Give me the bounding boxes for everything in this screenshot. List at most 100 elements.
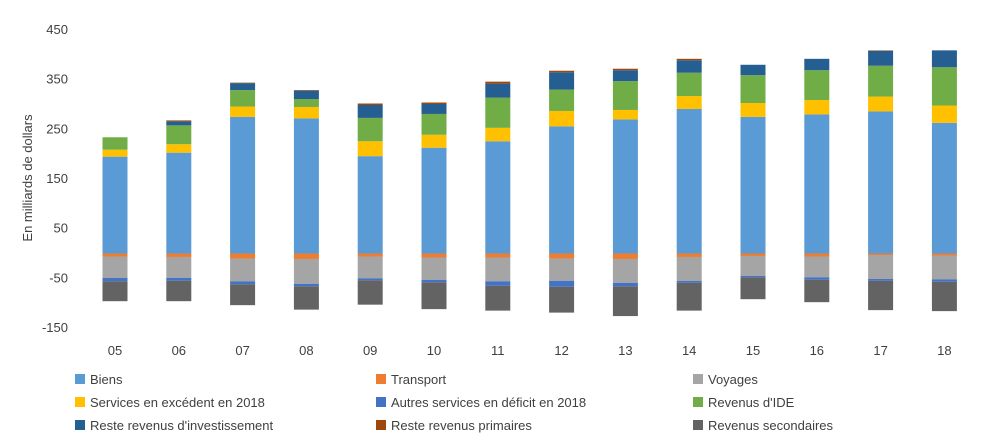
bar-voyages-13: [612, 258, 638, 283]
bar-services-en-excedent-en-2018-05: [102, 149, 128, 157]
bar-revenus-d-ide-17: [868, 65, 894, 97]
bar-voyages-10: [421, 257, 447, 280]
bar-revenus-secondaires-07: [230, 284, 256, 306]
bar-biens-14: [676, 108, 702, 254]
bar-transport-11: [485, 253, 511, 258]
bar-biens-17: [868, 111, 894, 254]
bar-autres-services-en-deficit-en-2018-05: [102, 277, 128, 282]
bar-biens-07: [230, 116, 256, 254]
bar-reste-revenus-d-investissement-08: [293, 90, 319, 100]
x-tick-label: 11: [491, 343, 505, 358]
legend-swatch-reste-revenus-primaires: [376, 420, 386, 430]
bar-reste-revenus-primaires-12: [549, 70, 575, 73]
bar-biens-12: [549, 126, 575, 254]
bar-services-en-excedent-en-2018-09: [357, 141, 383, 157]
bar-transport-09: [357, 253, 383, 257]
bar-revenus-secondaires-15: [740, 277, 766, 300]
bar-biens-10: [421, 147, 447, 254]
bar-revenus-d-ide-06: [166, 125, 192, 145]
bar-reste-revenus-primaires-17: [868, 50, 894, 51]
legend-swatch-reste-revenus-d-investissement: [75, 420, 85, 430]
legend-swatch-autres-services-en-deficit-en-2018: [376, 397, 386, 407]
bar-transport-06: [166, 253, 192, 257]
bar-voyages-14: [676, 256, 702, 281]
bar-revenus-secondaires-06: [166, 280, 192, 302]
legend-label-voyages: Voyages: [708, 372, 758, 387]
x-tick-label: 05: [108, 343, 122, 358]
bar-services-en-excedent-en-2018-10: [421, 134, 447, 148]
bar-reste-revenus-d-investissement-10: [421, 104, 447, 114]
bar-autres-services-en-deficit-en-2018-12: [549, 280, 575, 287]
bar-reste-revenus-primaires-13: [612, 68, 638, 71]
bar-reste-revenus-d-investissement-13: [612, 70, 638, 82]
bar-reste-revenus-d-investissement-15: [740, 64, 766, 76]
x-tick-label: 15: [746, 343, 760, 358]
bar-services-en-excedent-en-2018-12: [549, 110, 575, 127]
y-tick-label: 350: [46, 72, 68, 87]
bar-reste-revenus-d-investissement-16: [804, 58, 830, 71]
bar-autres-services-en-deficit-en-2018-10: [421, 279, 447, 283]
bar-reste-revenus-d-investissement-06: [166, 121, 192, 126]
bar-revenus-secondaires-11: [485, 285, 511, 311]
bar-autres-services-en-deficit-en-2018-09: [357, 278, 383, 281]
bar-revenus-d-ide-11: [485, 97, 511, 128]
bar-revenus-secondaires-12: [549, 286, 575, 313]
bar-autres-services-en-deficit-en-2018-15: [740, 275, 766, 278]
bar-revenus-d-ide-05: [102, 137, 128, 150]
legend-label-transport: Transport: [391, 372, 447, 387]
bar-revenus-d-ide-16: [804, 70, 830, 101]
bar-transport-07: [230, 253, 256, 259]
bar-revenus-secondaires-05: [102, 281, 128, 302]
x-tick-label: 07: [235, 343, 249, 358]
bar-revenus-secondaires-18: [931, 281, 957, 312]
bar-biens-08: [293, 118, 319, 254]
bar-revenus-d-ide-15: [740, 75, 766, 104]
bar-revenus-secondaires-14: [676, 282, 702, 311]
bar-services-en-excedent-en-2018-18: [931, 105, 957, 123]
bar-voyages-11: [485, 257, 511, 282]
bar-voyages-17: [868, 254, 894, 279]
bar-transport-17: [868, 253, 894, 255]
bar-biens-09: [357, 156, 383, 254]
bar-reste-revenus-d-investissement-14: [676, 60, 702, 73]
bar-voyages-06: [166, 256, 192, 278]
bar-reste-revenus-primaires-14: [676, 58, 702, 61]
y-tick-label: 250: [46, 121, 68, 136]
bar-autres-services-en-deficit-en-2018-08: [293, 283, 319, 287]
bar-voyages-12: [549, 258, 575, 281]
legend-label-reste-revenus-primaires: Reste revenus primaires: [391, 418, 532, 433]
legend-swatch-services-en-excedent-en-2018: [75, 397, 85, 407]
bar-reste-revenus-primaires-07: [230, 82, 256, 84]
bar-transport-08: [293, 253, 319, 259]
bar-transport-13: [612, 253, 638, 259]
bar-autres-services-en-deficit-en-2018-07: [230, 281, 256, 285]
bar-revenus-d-ide-07: [230, 90, 256, 107]
legend-label-reste-revenus-d-investissement: Reste revenus d'investissement: [90, 418, 274, 433]
bar-services-en-excedent-en-2018-15: [740, 103, 766, 117]
bar-revenus-d-ide-10: [421, 113, 447, 135]
bar-voyages-18: [931, 255, 957, 280]
bar-voyages-16: [804, 256, 830, 278]
bar-autres-services-en-deficit-en-2018-13: [612, 282, 638, 287]
bar-autres-services-en-deficit-en-2018-06: [166, 277, 192, 281]
legend-swatch-voyages: [693, 374, 703, 384]
legend-label-revenus-secondaires: Revenus secondaires: [708, 418, 834, 433]
x-axis-ticks: 05 06 07 08 09 10 11 12 13 14 15 16 17 18: [108, 343, 952, 358]
legend-label-biens: Biens: [90, 372, 123, 387]
bar-reste-revenus-primaires-10: [421, 102, 447, 105]
bar-biens-05: [102, 156, 128, 254]
bar-voyages-08: [293, 258, 319, 284]
bar-autres-services-en-deficit-en-2018-17: [868, 278, 894, 281]
bar-revenus-secondaires-13: [612, 286, 638, 317]
bar-autres-services-en-deficit-en-2018-14: [676, 280, 702, 283]
bar-services-en-excedent-en-2018-13: [612, 109, 638, 120]
bar-biens-11: [485, 141, 511, 254]
legend-swatch-revenus-secondaires: [693, 420, 703, 430]
bar-reste-revenus-d-investissement-12: [549, 72, 575, 90]
bar-reste-revenus-d-investissement-09: [357, 104, 383, 118]
bar-transport-15: [740, 253, 766, 256]
y-tick-label: -150: [42, 320, 68, 335]
bar-biens-15: [740, 116, 766, 254]
bar-reste-revenus-d-investissement-11: [485, 83, 511, 98]
y-axis-ticks: 450 350 250 150 50 -50 -150: [42, 22, 68, 335]
